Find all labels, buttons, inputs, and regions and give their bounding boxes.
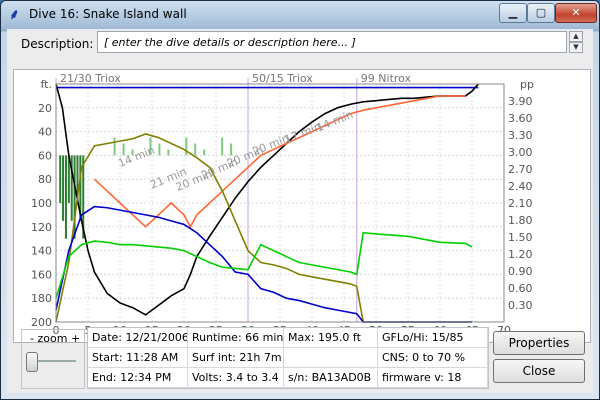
olive-gas-line: [55, 133, 472, 323]
ppo2-bar: [59, 155, 62, 203]
stop-time-label: 14 min: [116, 144, 156, 170]
ppo2-bar: [149, 137, 152, 156]
y-right-tick-label: 2.40: [508, 180, 533, 193]
y-left-tick-label: 60: [38, 149, 52, 162]
y-right-tick-label: 0.90: [508, 265, 533, 278]
minimize-button[interactable]: ▁: [499, 3, 527, 23]
ppo2-bar: [221, 137, 224, 156]
firmware-cell: firmware v: 18: [378, 368, 488, 388]
ppo2-bar: [67, 155, 70, 203]
green-gas-line: [55, 231, 473, 299]
properties-button[interactable]: Properties: [493, 331, 585, 355]
y-right-tick-label: 3.60: [508, 112, 533, 125]
ppo2-bar: [113, 137, 116, 156]
close-window-button[interactable]: ✕: [555, 3, 597, 23]
gas-label: 99 Nitrox: [361, 72, 412, 85]
y-left-tick-label: 80: [38, 173, 52, 186]
y-left-tick-label: 200: [31, 316, 52, 329]
y-left-tick-label: 40: [38, 126, 52, 139]
zoom-track[interactable]: [28, 360, 76, 362]
maximize-button[interactable]: ▢: [527, 3, 555, 23]
serial-cell: s/n: BA13AD0B: [284, 368, 378, 388]
ceiling-line: [93, 95, 466, 229]
ppo2-bar: [62, 155, 65, 221]
ppo2-bar: [203, 149, 206, 156]
scroll-up-icon[interactable]: ▲: [569, 31, 583, 42]
y-right-tick-label: 2.70: [508, 163, 533, 176]
y-right-tick-label: 2.10: [508, 197, 533, 210]
info-panel: - zoom + Date: 12/21/2006 Runtime: 66 mi…: [13, 321, 589, 391]
y-right-tick-label: 0.30: [508, 299, 533, 312]
scroll-down-icon[interactable]: ▼: [569, 42, 583, 53]
gf-cell: GFLo/Hi: 15/85: [378, 328, 488, 348]
description-input[interactable]: [ enter the dive details or description …: [97, 31, 567, 53]
zoom-label: - zoom +: [30, 332, 80, 345]
end-cell: End: 12:34 PM: [88, 368, 188, 388]
y-right-tick-label: 0.60: [508, 282, 533, 295]
dive-info-grid: Date: 12/21/2006 Runtime: 66 min Max: 19…: [87, 327, 489, 389]
ppo2-bar: [230, 143, 233, 156]
ppo2-bar: [64, 155, 67, 239]
close-button[interactable]: Close: [493, 359, 585, 383]
y-left-tick-label: 160: [31, 268, 52, 281]
y-right-tick-label: 3.30: [508, 129, 533, 142]
description-scroll[interactable]: ▲ ▼: [569, 31, 583, 53]
ppo2-bar: [82, 155, 85, 239]
y-right-unit-label: pp: [520, 78, 534, 91]
description-label: Description:: [21, 37, 94, 51]
volts-cell: Volts: 3.4 to 3.4: [188, 368, 284, 388]
ppo2-bar: [79, 155, 82, 221]
ppo2-bar: [131, 149, 134, 156]
y-right-tick-label: 3.90: [508, 95, 533, 108]
y-left-tick-label: 180: [31, 292, 52, 305]
y-right-tick-label: 1.80: [508, 214, 533, 227]
max-depth-cell: Max: 195.0 ft: [284, 328, 378, 348]
y-left-tick-label: 120: [31, 221, 52, 234]
gas-label: 21/30 Triox: [60, 72, 121, 85]
blue-gas-line: [55, 205, 472, 323]
depth-profile-line: [55, 83, 479, 316]
ppo2-bar: [70, 155, 73, 221]
ppo2-bar: [185, 137, 188, 156]
zoom-plus[interactable]: +: [70, 332, 81, 345]
title-bar[interactable]: ⸙ Dive 16: Snake Island wall ▁ ▢ ✕: [1, 1, 599, 29]
y-right-tick-label: 1.50: [508, 231, 533, 244]
dive-profile-chart[interactable]: 0510152025303540455055606570204060801001…: [13, 69, 591, 343]
zoom-slider-thumb[interactable]: [26, 352, 38, 372]
ppo2-bar: [167, 149, 170, 156]
ppo2-bar: [158, 143, 161, 156]
ppo2-bar: [122, 143, 125, 156]
y-left-tick-label: 100: [31, 197, 52, 210]
ppo2-bar: [76, 155, 79, 203]
ppo2-bar: [73, 155, 76, 239]
y-right-tick-label: 1.20: [508, 248, 533, 261]
y-left-tick-label: 20: [38, 102, 52, 115]
y-left-tick-label: 140: [31, 245, 52, 258]
gas-label: 50/15 Triox: [252, 72, 313, 85]
ppo2-bar: [194, 143, 197, 156]
plot-border: [55, 83, 505, 323]
y-left-unit-label: ft.: [41, 78, 53, 91]
chart-canvas: 0510152025303540455055606570204060801001…: [31, 72, 534, 337]
date-cell: Date: 12/21/2006: [88, 328, 188, 348]
zoom-text: zoom: [37, 332, 68, 345]
app-icon: ⸙: [9, 7, 20, 23]
cns-cell: CNS: 0 to 70 %: [378, 348, 488, 368]
zoom-minus[interactable]: -: [30, 332, 34, 345]
y-right-tick-label: 3.00: [508, 146, 533, 159]
empty-cell: [284, 348, 378, 368]
runtime-cell: Runtime: 66 min: [188, 328, 284, 348]
client-area: Description: [ enter the dive details or…: [7, 29, 593, 393]
surface-interval-cell: Surf int: 21h 7m: [188, 348, 284, 368]
start-cell: Start: 11:28 AM: [88, 348, 188, 368]
zoom-control: - zoom +: [21, 329, 85, 389]
x-tick-label: 0: [53, 324, 60, 337]
window-title: Dive 16: Snake Island wall: [29, 7, 187, 21]
stop-time-label: 14 min: [315, 108, 355, 134]
